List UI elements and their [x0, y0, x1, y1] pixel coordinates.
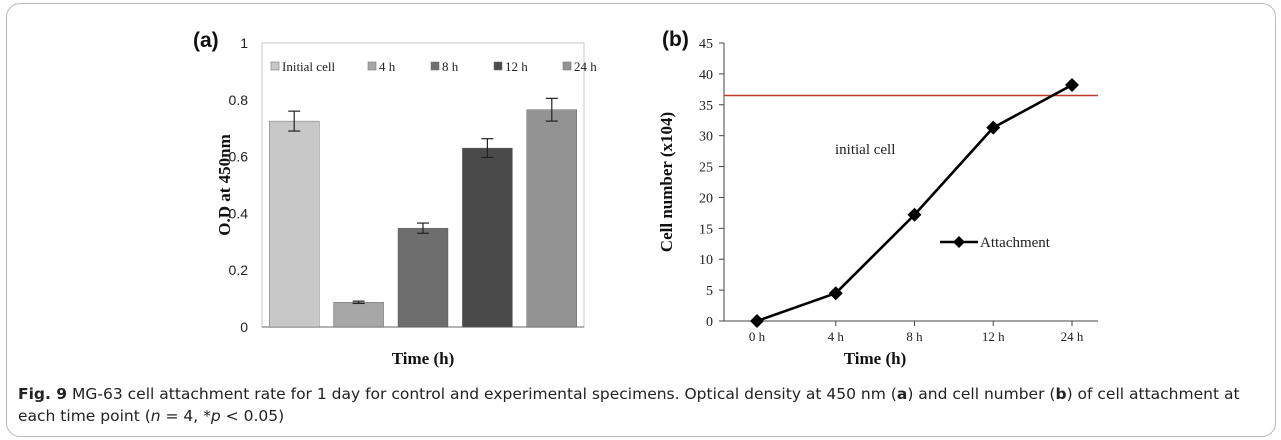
caption-text-3: ) of cell attachment at each time point … [18, 385, 1240, 425]
y-tick-label-b: 30 [699, 130, 713, 145]
x-axis-title-b: Time (h) [844, 349, 907, 368]
y-tick-label-b: 10 [699, 253, 713, 268]
caption-fig-label: Fig. 9 [18, 385, 68, 403]
y-tick-label-b: 0 [706, 315, 713, 330]
y-axis-title-b: Cell number (x104) [657, 112, 676, 252]
legend-swatch-a-1 [270, 61, 280, 71]
y-tick-label-a: 0.6 [229, 149, 249, 165]
y-axis-title-a: O.D at 450nm [215, 134, 234, 236]
data-point-8h [907, 207, 922, 222]
bar-3 [397, 227, 449, 328]
legend-label-a-5: 24 h [574, 59, 597, 74]
caption-bold-b: b [1055, 385, 1067, 403]
y-tick-label-b: 35 [699, 99, 713, 114]
y-tick-label-b: 20 [699, 191, 713, 206]
data-point-24h [1065, 78, 1079, 93]
x-tick-label-b: 0 h [749, 329, 766, 344]
panel-label-a: (a) [193, 29, 219, 52]
y-tick-label-a: 0.4 [229, 205, 249, 221]
x-tick-label-b: 8 h [906, 329, 923, 344]
legend-marker-b [953, 236, 965, 248]
legend-swatch-a-2 [367, 61, 377, 71]
series-line-attachment [756, 83, 1073, 323]
legend-swatch-a-4 [493, 61, 503, 71]
caption-p-var: p [210, 407, 221, 425]
bar-1 [269, 120, 320, 328]
chart-a: 0 0.2 0.4 0.6 0.8 1 Initial cell 4 h 8 h 12 h 24 h… [193, 29, 597, 368]
legend-label-a-2: 4 h [379, 59, 396, 74]
caption-text-2: ) and cell number ( [907, 385, 1056, 403]
bar-5 [526, 109, 577, 328]
caption-bold-a: a [896, 385, 908, 403]
caption-text-4: = 4, * [160, 407, 211, 425]
figure-caption: Fig. 9 MG-63 cell attachment rate for 1 … [18, 383, 1263, 427]
legend-swatch-a-5 [562, 61, 572, 71]
caption-text-1: MG-63 cell attachment rate for 1 day for… [72, 385, 897, 403]
bar-2 [333, 302, 384, 328]
y-tick-label-a: 0 [240, 319, 248, 335]
y-tick-label-a: 1 [240, 35, 248, 51]
bar-4 [462, 147, 513, 328]
y-tick-label-b: 45 [699, 37, 713, 52]
figure-frame [6, 3, 1276, 437]
x-tick-label-b: 24 h [1061, 329, 1084, 344]
legend-label-a-4: 12 h [505, 59, 528, 74]
y-tick-label-b: 40 [699, 68, 713, 83]
x-tick-label-b: 4 h [828, 329, 845, 344]
caption-text-5: < 0.05) [220, 407, 285, 425]
y-tick-label-a: 0.8 [229, 92, 249, 108]
legend-swatch-a-3 [430, 61, 440, 71]
legend-label-a-1: Initial cell [282, 59, 335, 74]
data-point-4h [828, 286, 843, 301]
caption-n-var: n [150, 407, 161, 425]
legend-label-b: Attachment [980, 235, 1051, 251]
y-tick-label-b: 25 [699, 161, 713, 176]
panel-label-b: (b) [662, 28, 689, 51]
x-tick-label-b: 12 h [982, 329, 1005, 344]
chart-b: 0 5 10 15 20 25 30 35 40 45 0 h 4 h 8 h 12 h 24 h initi… [657, 28, 1098, 368]
x-axis-title-a: Time (h) [392, 349, 455, 368]
data-point-12h [986, 120, 1001, 135]
reference-line-label: initial cell [835, 142, 895, 158]
legend-label-a-3: 8 h [442, 59, 459, 74]
data-point-0h [750, 314, 764, 328]
y-tick-label-a: 0.2 [229, 262, 249, 278]
y-tick-label-b: 15 [699, 222, 713, 237]
y-tick-label-b: 5 [706, 284, 713, 299]
